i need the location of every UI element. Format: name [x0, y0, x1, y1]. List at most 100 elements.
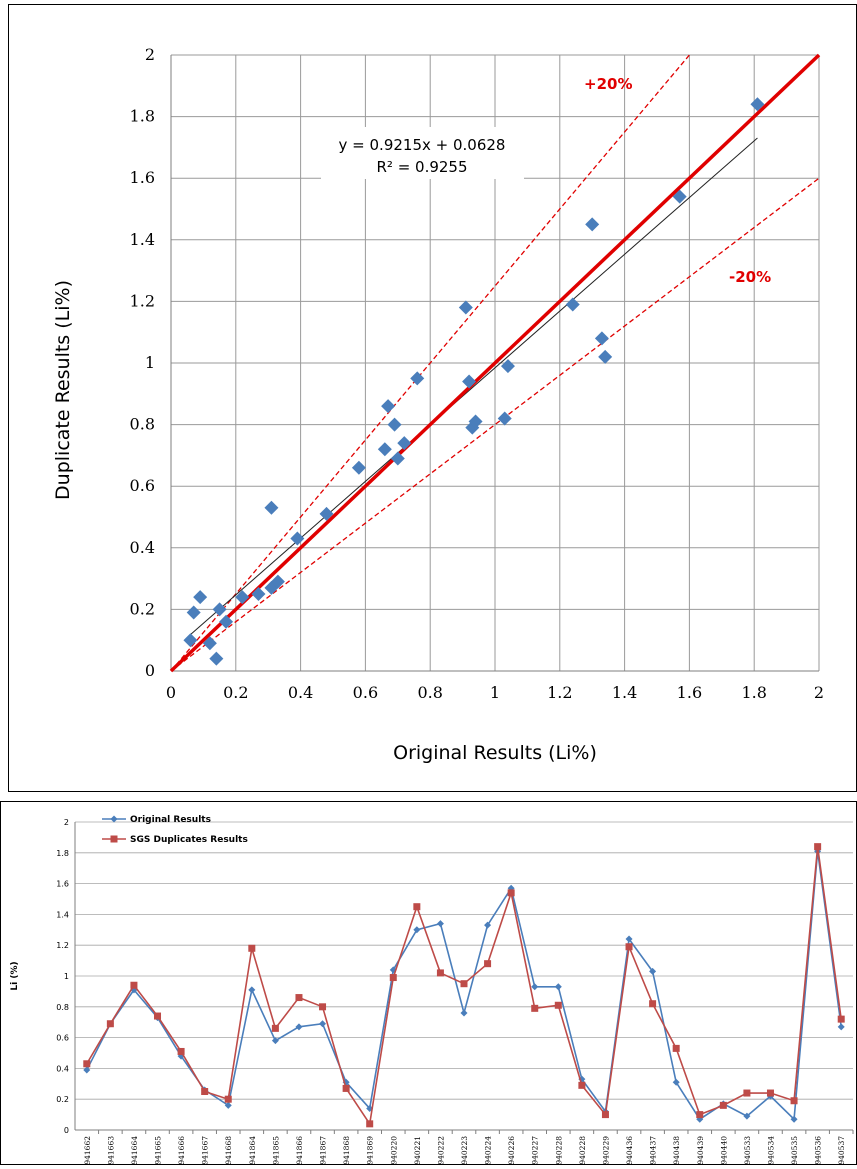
data-point [565, 297, 580, 312]
series-marker [295, 1023, 303, 1031]
x-tick-label: 1940533 [743, 1136, 752, 1164]
series-marker [719, 1101, 727, 1109]
x-tick-label: 1941662 [83, 1136, 92, 1164]
upper-band-label: +20% [584, 75, 632, 93]
line-panel: 0 0.2 0.4 0.6 0.8 1 1.2 1.4 1.6 1.8 2 1941662 194166… [0, 801, 857, 1169]
series-marker [201, 1088, 209, 1095]
y-tick-label: 1 [145, 353, 155, 372]
x-tick-label: 0.6 [353, 683, 378, 702]
series-marker [625, 943, 633, 951]
trendline [190, 137, 758, 636]
series-marker [625, 935, 633, 943]
x-tick-label: 0.2 [223, 683, 248, 702]
y-tick-label: 0.2 [130, 599, 155, 618]
series-marker [248, 986, 256, 994]
x-tick-label: 1.8 [741, 683, 766, 702]
scatter-panel: 0 0.2 0.4 0.6 0.8 1 1.2 1.4 1.6 1.8 2 0 0.2 0.4 0.6 0.8… [8, 4, 857, 792]
series-marker [507, 889, 515, 897]
series-marker [83, 1066, 91, 1074]
series-marker [413, 903, 421, 911]
x-tick-label: 1.6 [677, 683, 702, 702]
series-marker [601, 1111, 609, 1119]
data-point [251, 587, 266, 601]
line-chart: 0 0.2 0.4 0.6 0.8 1 1.2 1.4 1.6 1.8 2 1941662 194166… [10, 815, 854, 1169]
x-tick-label: 0 [166, 683, 176, 702]
x-tick-label: 1940534 [766, 1136, 775, 1164]
data-point [186, 605, 201, 620]
data-point [387, 417, 402, 432]
y-tick-label: 0.6 [130, 476, 155, 495]
series-marker [790, 1097, 798, 1105]
x-tick-label: 1940440 [719, 1136, 728, 1164]
x-tick-label: 1941865 [271, 1136, 280, 1164]
series-marker [130, 986, 138, 994]
x-tick-label: 1940535 [790, 1136, 799, 1164]
series-marker [130, 981, 138, 989]
series-marker [224, 1101, 232, 1109]
x-tick-label: 1941864 [248, 1136, 257, 1164]
data-point [585, 217, 600, 232]
x-tick-label: 1940439 [696, 1136, 705, 1164]
data-point [497, 411, 512, 426]
y-axis-title: Duplicate Results (Li%) [52, 280, 74, 500]
one-to-one-line [169, 53, 821, 673]
y-axis-title: Li (%) [10, 961, 20, 990]
series-marker [460, 1009, 468, 1017]
series-marker [271, 1024, 279, 1032]
series-marker [578, 1081, 586, 1089]
data-point [183, 633, 198, 648]
y-tick-label: 1.4 [56, 910, 69, 919]
series-marker [366, 1120, 374, 1128]
series-marker [224, 1095, 232, 1103]
trend-equation: y = 0.9215x + 0.0628 [339, 136, 506, 154]
y-tick-label: 0.2 [56, 1095, 69, 1104]
data-point [410, 371, 425, 386]
data-point [235, 590, 250, 605]
y-tick-label: 2 [145, 45, 155, 64]
x-tick-label: 1940228 [554, 1136, 563, 1164]
series-marker [531, 983, 539, 991]
data-point [212, 602, 227, 617]
y-tick-label: 0.8 [130, 415, 155, 434]
data-point [202, 636, 217, 651]
series-marker [743, 1112, 751, 1120]
x-tick-label: 1940438 [672, 1136, 681, 1164]
series-marker [295, 994, 303, 1002]
series-marker [696, 1115, 704, 1123]
data-point [458, 300, 473, 315]
data-point [462, 374, 477, 389]
legend-label: Original Results [130, 815, 211, 825]
series-marker [743, 1089, 751, 1097]
series-marker [649, 967, 657, 975]
data-point [319, 506, 334, 521]
x-tick-label: 1940226 [507, 1136, 516, 1164]
series-marker [814, 843, 822, 851]
x-tick-label: 2 [814, 683, 824, 702]
r-squared: R² = 0.9255 [376, 158, 467, 176]
x-tick-label: 1941667 [201, 1136, 210, 1164]
series-marker [554, 983, 562, 991]
y-tick-label: 1.2 [130, 291, 155, 310]
x-tick-label: 1.2 [547, 683, 572, 702]
data-point [500, 359, 515, 374]
x-tick-label: 1940536 [814, 1136, 823, 1164]
upper-band-line [170, 54, 690, 672]
series-marker [177, 1047, 185, 1055]
x-axis-title: Original Results (Li%) [393, 742, 597, 764]
y-tick-label: 0.6 [56, 1034, 69, 1043]
series-marker [460, 980, 468, 988]
series-marker [766, 1089, 774, 1097]
x-tick-label: 1941663 [106, 1136, 115, 1164]
series-marker [83, 1060, 91, 1068]
series-marker [696, 1111, 704, 1119]
lower-band-label: -20% [729, 268, 771, 286]
x-tick-label: 1941668 [224, 1136, 233, 1164]
series-marker [484, 960, 492, 968]
data-point [750, 97, 765, 112]
y-tick-label: 0.8 [56, 1003, 69, 1012]
y-tick-label: 2 [64, 818, 69, 827]
y-tick-label: 1.6 [130, 168, 155, 187]
x-tick-label: 1941866 [295, 1136, 304, 1164]
scatter-chart: 0 0.2 0.4 0.6 0.8 1 1.2 1.4 1.6 1.8 2 0 0.2 0.4 0.6 0.8… [52, 45, 824, 764]
x-tick-label: 1941868 [342, 1136, 351, 1164]
